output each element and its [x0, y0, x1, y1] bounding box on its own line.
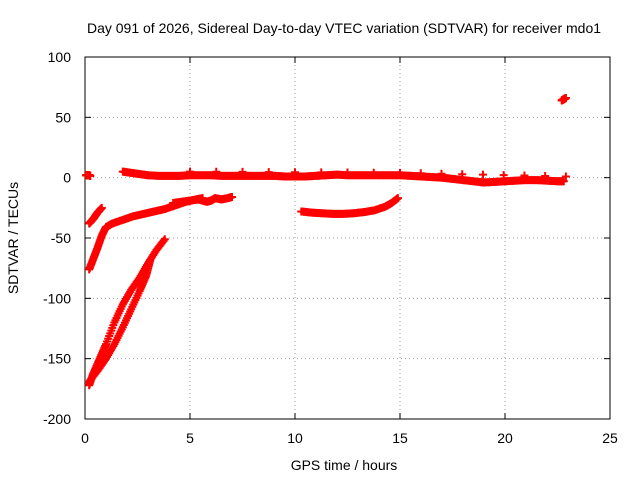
data-point	[291, 168, 299, 177]
data-point	[559, 177, 568, 186]
data-point	[369, 168, 378, 177]
data-point	[478, 170, 487, 179]
data-point	[228, 192, 236, 201]
grid	[85, 57, 610, 419]
data-point	[146, 256, 155, 265]
data-series	[82, 171, 95, 180]
data-point	[159, 236, 168, 245]
data-point	[238, 167, 247, 176]
y-tick-label: -50	[51, 230, 71, 246]
x-tick-label: 10	[287, 430, 303, 446]
x-tick-label: 25	[602, 430, 618, 446]
y-tick-label: 100	[48, 49, 72, 65]
data-point	[97, 203, 106, 212]
data-point	[499, 171, 508, 180]
axis-ticks: 0 5 10 15 20 25 -200 -150 -100 -50 0 50 100	[43, 49, 618, 446]
x-axis-label: GPS time / hours	[291, 457, 398, 473]
y-tick-label: -200	[43, 411, 71, 427]
data-point	[160, 235, 169, 244]
data-point	[416, 169, 425, 178]
y-axis-label: SDTVAR / TECUs	[5, 182, 21, 294]
x-tick-label: 15	[392, 430, 408, 446]
data-point	[437, 169, 446, 178]
data-series	[297, 194, 402, 218]
y-tick-label: 0	[63, 170, 71, 186]
x-tick-label: 20	[497, 430, 513, 446]
data-series	[85, 203, 106, 228]
data-point	[561, 172, 570, 181]
data-point	[561, 94, 570, 103]
data-series	[118, 167, 568, 187]
data-points	[82, 94, 570, 390]
data-point	[458, 170, 467, 179]
data-series	[186, 167, 570, 181]
data-point	[264, 168, 273, 177]
data-point	[520, 171, 529, 180]
data-point	[212, 167, 221, 176]
data-point	[393, 194, 402, 203]
data-point	[317, 168, 326, 177]
data-series	[557, 94, 570, 105]
y-tick-label: -150	[43, 351, 71, 367]
data-point	[541, 172, 550, 181]
data-point	[186, 167, 194, 176]
data-point	[343, 168, 352, 177]
chart-title: Day 091 of 2026, Sidereal Day-to-day VTE…	[87, 20, 601, 36]
data-series	[169, 192, 236, 208]
x-tick-label: 5	[186, 430, 194, 446]
data-point	[396, 168, 404, 177]
x-tick-label: 0	[81, 430, 89, 446]
data-point	[86, 171, 95, 180]
y-tick-label: 50	[55, 109, 71, 125]
data-series	[85, 256, 155, 386]
y-tick-label: -100	[43, 290, 71, 306]
data-series	[85, 194, 207, 274]
